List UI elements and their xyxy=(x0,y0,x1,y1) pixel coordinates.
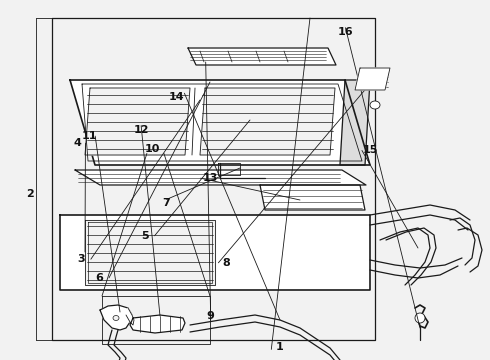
Text: 10: 10 xyxy=(144,144,160,154)
Polygon shape xyxy=(75,170,366,185)
Polygon shape xyxy=(60,215,370,290)
Text: 16: 16 xyxy=(338,27,353,37)
Polygon shape xyxy=(130,315,185,333)
Polygon shape xyxy=(126,308,134,325)
Polygon shape xyxy=(70,80,370,165)
Text: 14: 14 xyxy=(169,92,184,102)
Text: 8: 8 xyxy=(222,258,230,268)
Ellipse shape xyxy=(113,315,119,320)
Text: 6: 6 xyxy=(95,273,103,283)
Text: 4: 4 xyxy=(74,138,81,148)
Text: 1: 1 xyxy=(275,342,283,352)
Polygon shape xyxy=(188,48,336,65)
Polygon shape xyxy=(355,68,390,90)
Text: 15: 15 xyxy=(362,145,378,156)
Text: 2: 2 xyxy=(26,189,34,199)
Ellipse shape xyxy=(370,101,380,109)
Polygon shape xyxy=(340,80,370,165)
Polygon shape xyxy=(260,185,365,210)
Text: 11: 11 xyxy=(81,131,97,141)
Text: 9: 9 xyxy=(207,311,215,321)
Ellipse shape xyxy=(415,313,425,323)
Text: 3: 3 xyxy=(77,254,85,264)
Polygon shape xyxy=(85,220,215,285)
Text: 12: 12 xyxy=(133,125,149,135)
Polygon shape xyxy=(100,305,132,330)
Text: 7: 7 xyxy=(163,198,171,208)
Polygon shape xyxy=(200,88,335,155)
Text: 5: 5 xyxy=(141,231,148,241)
Text: 13: 13 xyxy=(203,173,219,183)
Polygon shape xyxy=(85,88,190,155)
